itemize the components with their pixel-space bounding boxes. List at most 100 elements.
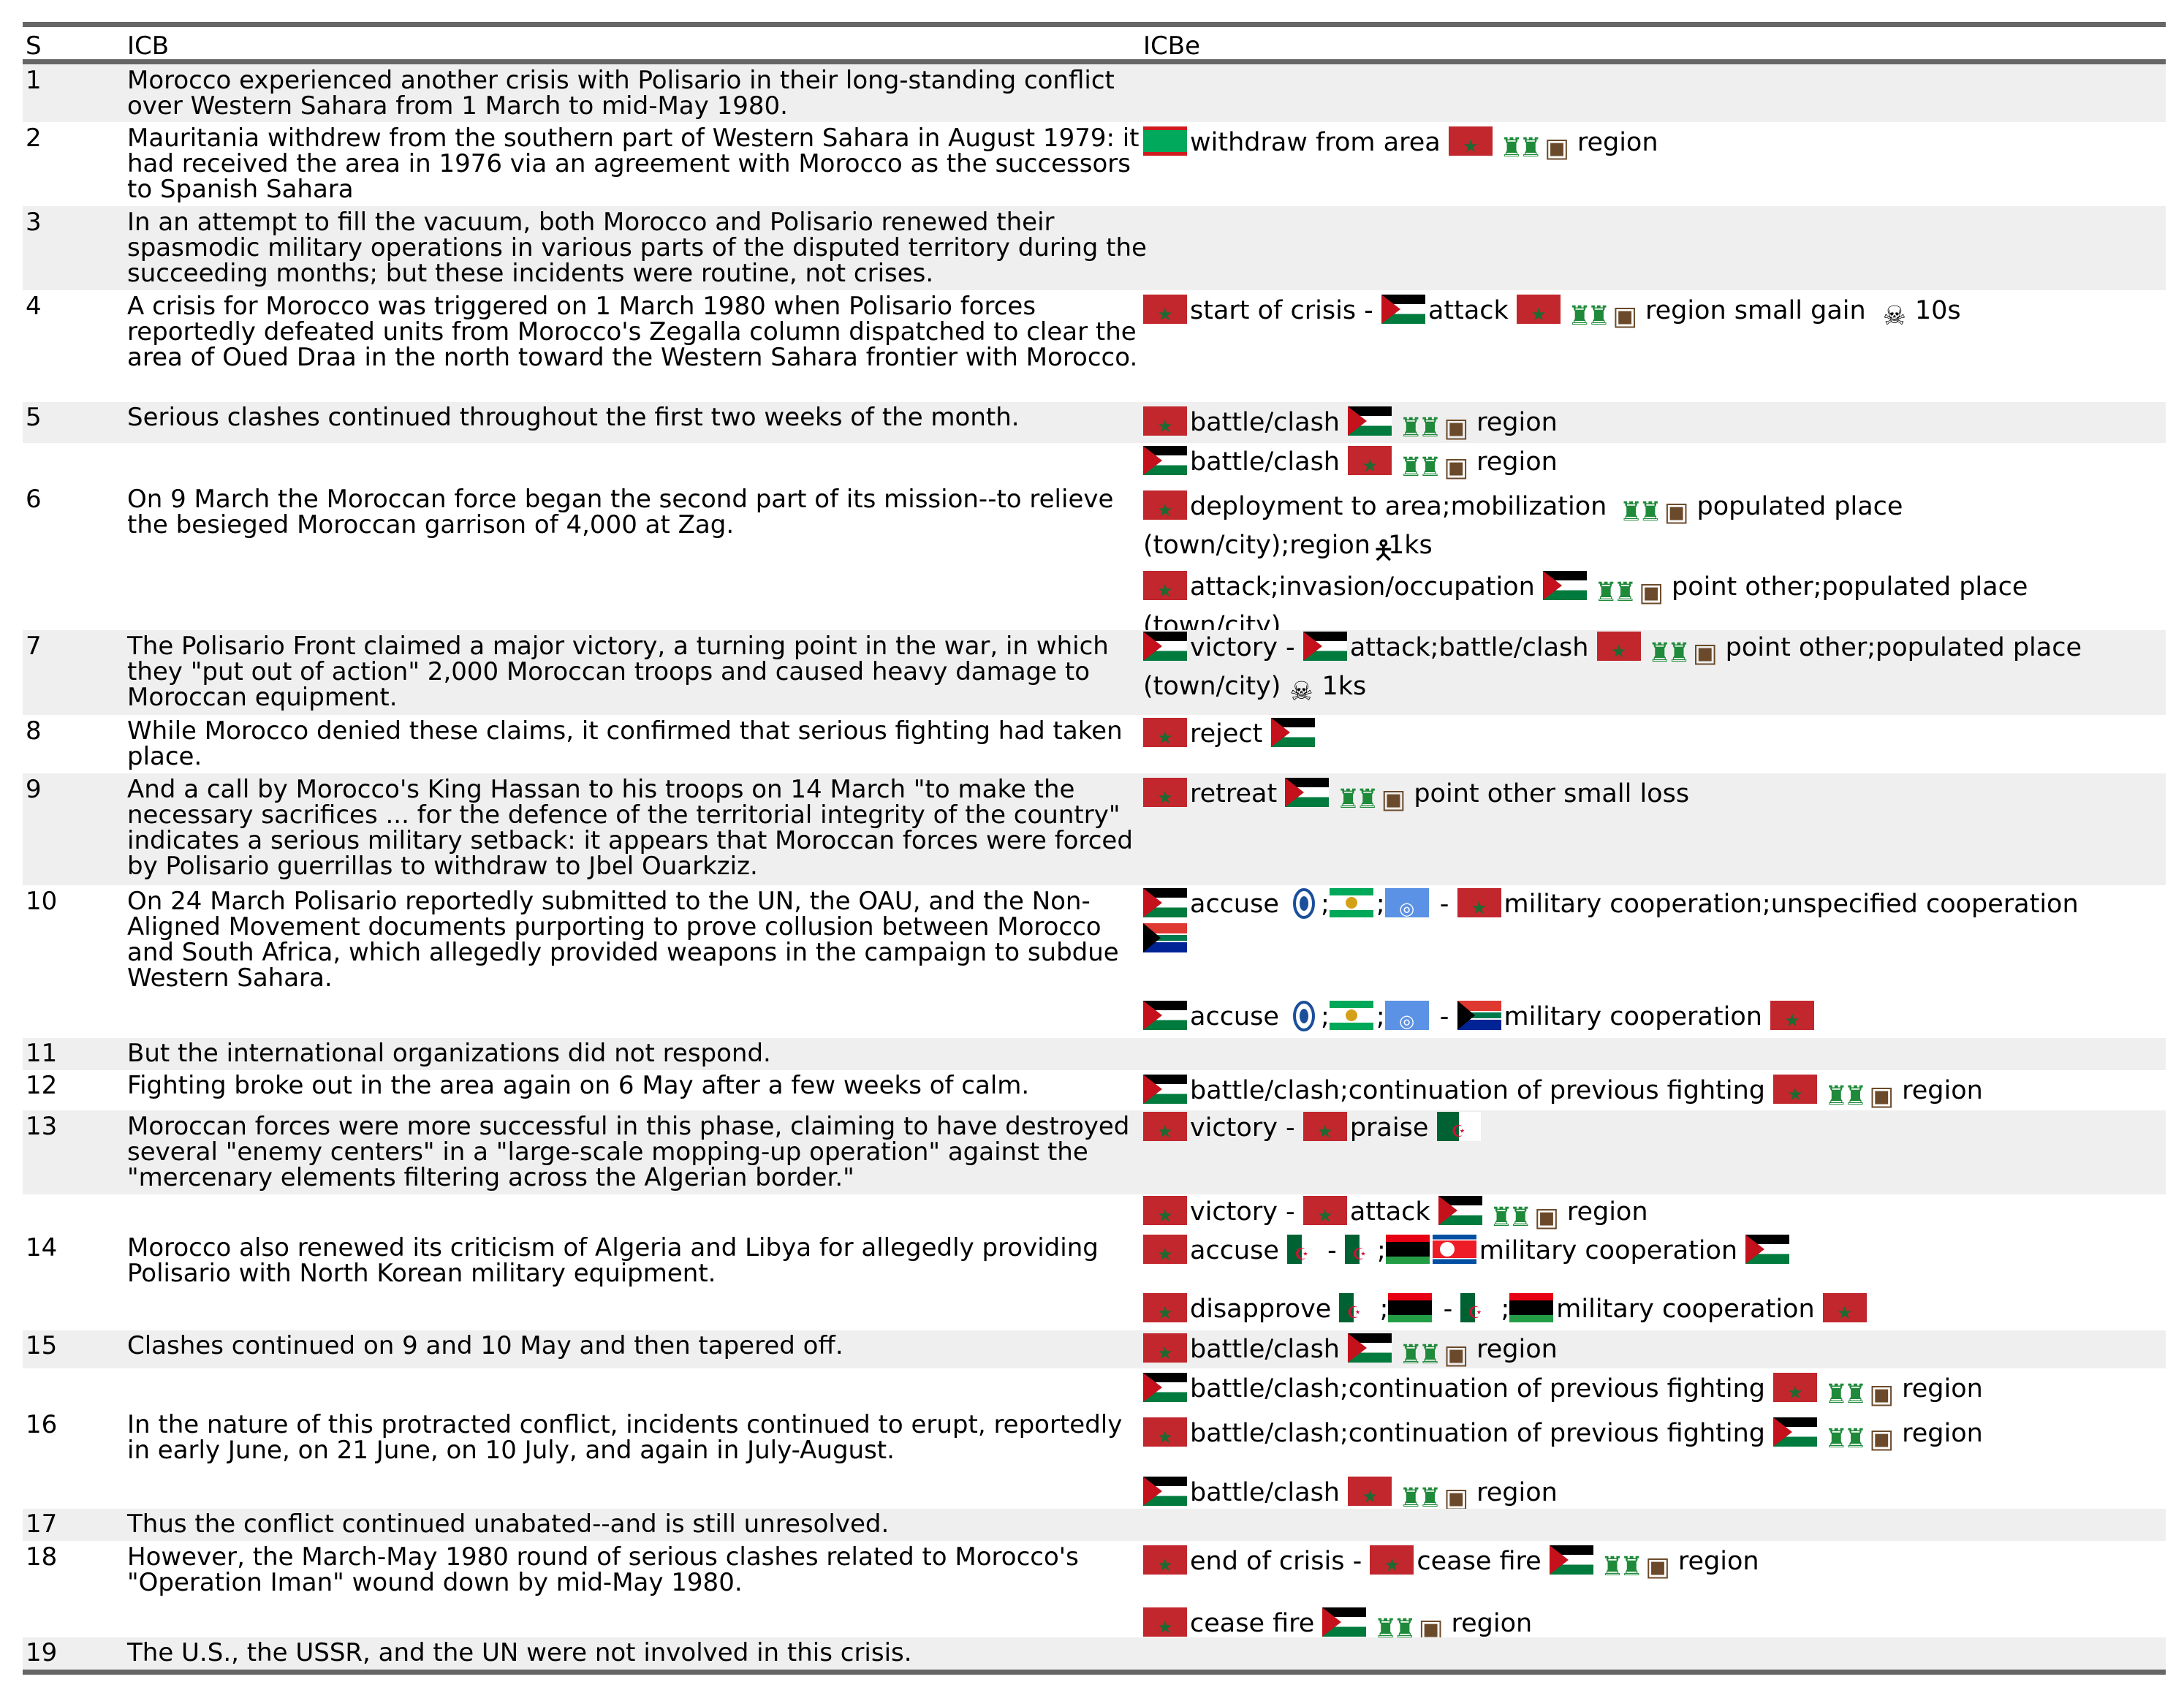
icb-text: The Polisario Front claimed a major vict… bbox=[127, 632, 1109, 712]
military-forces-icon: ♜♜ bbox=[1594, 577, 1637, 607]
event: withdraw from area ♜♜▣ region bbox=[1143, 125, 2166, 164]
flag-morocco-icon bbox=[1143, 406, 1187, 436]
flag-libya-icon bbox=[1509, 1293, 1554, 1322]
event: victory - attack;battle/clash ♜♜▣point o… bbox=[1143, 630, 2166, 708]
flag-morocco-icon bbox=[1457, 888, 1501, 917]
event-text: ; bbox=[1376, 890, 1385, 919]
event-text: region bbox=[1476, 447, 1558, 477]
icbe-events: victory - attack ♜♜▣region accuse - ; mil… bbox=[1143, 1194, 2166, 1327]
sentence-number: 17 bbox=[26, 1509, 58, 1539]
flag-western-sahara-icon bbox=[1143, 1001, 1187, 1030]
sentence-number: 12 bbox=[26, 1071, 58, 1100]
flag-morocco-icon bbox=[1596, 632, 1641, 661]
event: battle/clash;continuation of previous fi… bbox=[1143, 1416, 2166, 1455]
icb-text: Mauritania withdrew from the southern pa… bbox=[127, 124, 1140, 204]
military-forces-icon: ♜♜ bbox=[1489, 1202, 1533, 1232]
table-row: 9 And a call by Morocco's King Hassan to… bbox=[23, 773, 2166, 885]
icb-comparison-table: S ICB ICBe 1 Morocco experienced another… bbox=[23, 22, 2166, 1675]
flag-morocco-icon bbox=[1303, 1196, 1347, 1225]
event-text: attack;invasion/occupation bbox=[1190, 572, 1535, 602]
sentence-number: 19 bbox=[26, 1638, 58, 1667]
icbe-events: reject bbox=[1143, 716, 2166, 751]
event-text: region bbox=[1677, 1547, 1759, 1576]
table-row: 7 The Polisario Front claimed a major vi… bbox=[23, 630, 2166, 715]
flag-morocco-icon bbox=[1143, 1417, 1187, 1447]
icb-text: Morocco also renewed its criticism of Al… bbox=[127, 1233, 1099, 1288]
military-forces-icon: ♜♜ bbox=[1824, 1081, 1868, 1110]
flag-western-sahara-icon bbox=[1543, 571, 1587, 600]
event-text: region bbox=[1476, 408, 1558, 437]
sentence-number: 13 bbox=[26, 1112, 58, 1141]
territory-cube-icon: ▣ bbox=[1869, 1379, 1895, 1409]
table-top-rule bbox=[23, 22, 2166, 27]
territory-cube-icon: ▣ bbox=[1869, 1081, 1895, 1110]
table-row: 10 On 24 March Polisario reportedly subm… bbox=[23, 885, 2166, 1038]
event-text: reject bbox=[1190, 719, 1263, 749]
non-aligned-movement-icon bbox=[1292, 887, 1316, 920]
event-text: - bbox=[1439, 1002, 1449, 1031]
event-text: battle/clash;continuation of previous fi… bbox=[1190, 1374, 1765, 1403]
flag-morocco-icon bbox=[1143, 490, 1187, 520]
event-text: region bbox=[1902, 1076, 1983, 1105]
event-text: victory - bbox=[1190, 633, 1295, 662]
flag-oau-icon bbox=[1329, 1001, 1373, 1030]
event-text: praise bbox=[1349, 1113, 1429, 1143]
event-text: victory - bbox=[1190, 1197, 1295, 1227]
table-row: 2 Mauritania withdrew from the southern … bbox=[23, 122, 2166, 206]
event: battle/clash;continuation of previous fi… bbox=[1143, 1371, 2166, 1410]
event-text: region bbox=[1476, 1335, 1558, 1364]
table-row: 12 Fighting broke out in the area again … bbox=[23, 1070, 2166, 1111]
event-text: attack;battle/clash bbox=[1349, 633, 1589, 662]
event-text: - bbox=[1443, 1295, 1453, 1324]
table-row: 3 In an attempt to fill the vacuum, both… bbox=[23, 206, 2166, 290]
event: retreat ♜♜▣ point other small loss bbox=[1143, 776, 2166, 815]
military-forces-icon: ♜♜ bbox=[1824, 1424, 1868, 1454]
sentence-number: 11 bbox=[26, 1039, 58, 1068]
flag-morocco-icon bbox=[1348, 1477, 1392, 1506]
event-text: ; bbox=[1321, 1002, 1330, 1031]
flag-morocco-icon bbox=[1143, 571, 1187, 600]
flag-algeria-icon bbox=[1344, 1235, 1374, 1264]
flag-western-sahara-icon bbox=[1438, 1196, 1482, 1225]
table-row: 4 A crisis for Morocco was triggered on … bbox=[23, 290, 2166, 402]
flag-morocco-icon bbox=[1143, 1545, 1187, 1575]
icbe-events: retreat ♜♜▣ point other small loss bbox=[1143, 776, 2166, 815]
table-row: 1 Morocco experienced another crisis wit… bbox=[23, 64, 2166, 122]
territory-cube-icon: ▣ bbox=[1869, 1424, 1895, 1454]
event-text: 1ks bbox=[1387, 531, 1433, 560]
sentence-number: 3 bbox=[26, 208, 42, 237]
icbe-events: battle/clash ♜♜▣region bbox=[1143, 405, 2166, 443]
table-bottom-rule bbox=[23, 1670, 2166, 1675]
table-row: 15 Clashes continued on 9 and 10 May and… bbox=[23, 1330, 2166, 1368]
flag-south-africa-icon bbox=[1457, 1001, 1501, 1030]
skull-crossbones-icon: ☠ bbox=[1289, 677, 1313, 707]
military-forces-icon: ♜♜ bbox=[1619, 497, 1662, 527]
flag-morocco-icon bbox=[1348, 446, 1392, 475]
event-text: accuse bbox=[1190, 1236, 1279, 1265]
event: cease fire ♜♜▣ region bbox=[1143, 1606, 2166, 1637]
event-text: region bbox=[1476, 1478, 1558, 1507]
flag-algeria-icon bbox=[1287, 1235, 1317, 1264]
flag-western-sahara-icon bbox=[1143, 446, 1187, 475]
event: reject bbox=[1143, 716, 2166, 751]
flag-western-sahara-icon bbox=[1270, 718, 1315, 747]
icb-text: And a call by Morocco's King Hassan to h… bbox=[127, 775, 1133, 881]
icbe-events: battle/clash ♜♜▣region bbox=[1143, 1332, 2166, 1368]
military-forces-icon: ♜♜ bbox=[1567, 301, 1611, 331]
military-forces-icon: ♜♜ bbox=[1399, 1340, 1442, 1368]
military-forces-icon: ♜♜ bbox=[1399, 1483, 1442, 1509]
military-forces-icon: ♜♜ bbox=[1399, 452, 1442, 482]
header-icb: ICB bbox=[127, 31, 170, 61]
military-forces-icon: ♜♜ bbox=[1336, 784, 1379, 814]
event-text: victory - bbox=[1190, 1113, 1295, 1143]
event-text: cease fire bbox=[1190, 1609, 1315, 1637]
flag-western-sahara-icon bbox=[1143, 1075, 1187, 1104]
flag-south-africa-icon bbox=[1143, 923, 1187, 952]
flag-morocco-icon bbox=[1370, 1545, 1414, 1575]
event-text: deployment to area;mobilization bbox=[1190, 492, 1607, 521]
event: accuse - ; military cooperation bbox=[1143, 1233, 2166, 1268]
icb-text: But the international organizations did … bbox=[127, 1039, 771, 1068]
event-text: military cooperation bbox=[1556, 1295, 1815, 1324]
sentence-number: 4 bbox=[26, 292, 42, 321]
icb-text: On 24 March Polisario reportedly submitt… bbox=[127, 887, 1119, 993]
